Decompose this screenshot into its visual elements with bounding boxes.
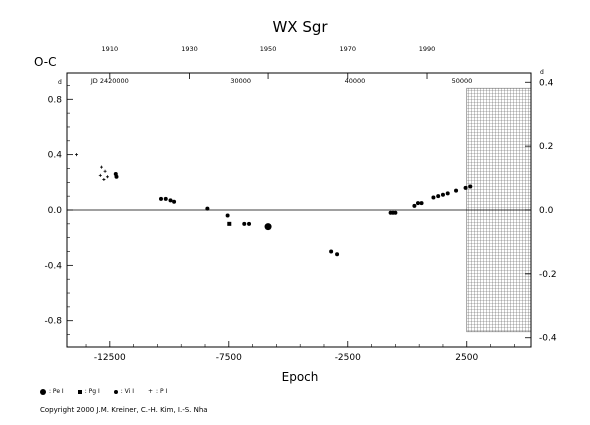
y-axis-unit: d: [58, 79, 62, 86]
plus-icon: +: [148, 388, 154, 395]
data-point-p: [105, 175, 109, 179]
data-point-vi: [329, 249, 334, 254]
square-icon: [77, 389, 82, 394]
data-point-vi: [168, 198, 173, 203]
data-point-p: [98, 173, 102, 177]
data-point-p: [103, 169, 107, 173]
y-right-unit: d: [540, 69, 544, 76]
jd-label: JD 2420000: [90, 77, 129, 85]
data-point-vi: [415, 201, 420, 206]
y-tick-label: 0.0: [48, 206, 63, 216]
legend-label: : Pe I: [49, 388, 64, 395]
year-tick-label: 1950: [260, 45, 277, 53]
legend-item-p: + : P I: [148, 388, 167, 395]
data-point-vi: [205, 206, 210, 211]
data-point-vi: [158, 196, 163, 201]
data-point-p: [100, 165, 104, 169]
legend-label: : P I: [156, 388, 168, 395]
legend-label: : Pg I: [84, 388, 100, 395]
data-point-vi: [412, 203, 417, 208]
year-tick-label: 1990: [419, 45, 436, 53]
x-tick-label: -7500: [216, 353, 242, 363]
dot-icon: [113, 389, 118, 394]
legend-item-pe: : Pe I: [40, 388, 64, 395]
legend: : Pe I : Pg I : Vi I + : P I: [40, 388, 167, 395]
x-axis-label: Epoch: [282, 370, 319, 384]
y-right-tick-label: 0.0: [539, 206, 554, 216]
data-point-vi: [114, 174, 119, 179]
data-point-vi: [225, 213, 230, 218]
y-right-tick-label: 0.2: [539, 142, 553, 152]
legend-label: : Vi I: [120, 388, 134, 395]
data-point-vi: [436, 194, 441, 199]
y-tick-label: -0.8: [44, 317, 62, 327]
year-tick-label: 1970: [340, 45, 357, 53]
data-point-pe: [264, 223, 272, 231]
y-axis-label: O-C: [34, 55, 57, 69]
jd-label: 50000: [452, 77, 473, 85]
data-point-p: [75, 153, 79, 157]
data-point-vi: [247, 221, 252, 226]
x-tick-label: -12500: [94, 353, 126, 363]
data-point-vi: [431, 195, 436, 200]
data-point-vi: [463, 185, 468, 190]
year-tick-label: 1930: [181, 45, 198, 53]
data-point-vi: [335, 252, 340, 257]
y-tick-label: 0.4: [48, 151, 63, 161]
year-tick-label: 1910: [102, 45, 119, 53]
y-right-tick-label: -0.2: [539, 270, 557, 280]
legend-item-vi: : Vi I: [113, 388, 134, 395]
data-point-pg: [227, 221, 232, 226]
data-point-vi: [172, 199, 177, 204]
data-point-vi: [468, 184, 473, 189]
data-point-vi: [440, 192, 445, 197]
data-point-vi: [393, 210, 398, 215]
y-tick-label: 0.8: [48, 95, 63, 105]
x-tick-label: 2500: [455, 353, 478, 363]
data-point-vi: [445, 191, 450, 196]
data-point-vi: [419, 201, 424, 206]
y-tick-label: -0.4: [44, 261, 62, 271]
data-point-vi: [163, 196, 168, 201]
y-right-tick-label: 0.4: [539, 78, 554, 88]
big-circle-icon: [40, 388, 46, 395]
chart-title: WX Sgr: [272, 18, 328, 36]
x-tick-label: -2500: [335, 353, 361, 363]
y-right-tick-label: -0.4: [539, 334, 557, 344]
copyright-text: Copyright 2000 J.M. Kreiner, C.-H. Kim, …: [40, 406, 208, 414]
legend-item-pg: : Pg I: [77, 388, 100, 395]
jd-label: 30000: [230, 77, 251, 85]
data-point-p: [102, 178, 106, 182]
jd-label: 40000: [345, 77, 366, 85]
data-point-vi: [454, 188, 459, 193]
data-point-vi: [242, 221, 247, 226]
